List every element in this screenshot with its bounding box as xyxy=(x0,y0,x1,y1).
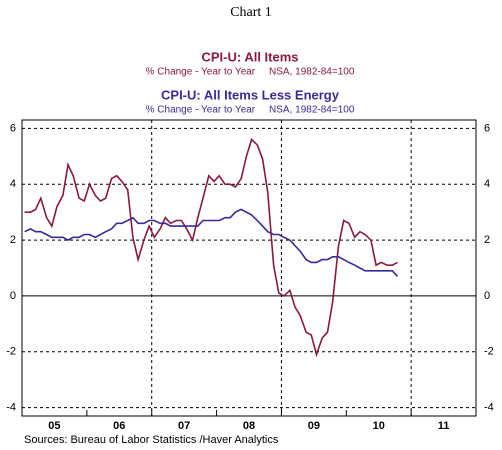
y2-tick-label: 4 xyxy=(484,178,490,190)
x-tick-label: 06 xyxy=(113,420,125,432)
series-line xyxy=(24,138,398,358)
x-tick-label: 07 xyxy=(178,420,190,432)
y-tick-label: 6 xyxy=(10,122,16,134)
y-tick-label: -4 xyxy=(6,402,16,414)
plot-frame xyxy=(21,119,477,417)
source: Sources: Bureau of Labor Statistics /Hav… xyxy=(24,434,279,446)
series-title: CPI-U: All Items Less Energy xyxy=(161,87,340,102)
y-tick-label: 0 xyxy=(10,290,16,302)
x-tick-label: 11 xyxy=(438,420,450,432)
y-tick-label: 4 xyxy=(10,178,16,190)
series-subtitle: % Change - Year to Year NSA, 1982-84=100 xyxy=(146,67,355,78)
y2-tick-label: -2 xyxy=(484,346,494,358)
x-tick-label: 09 xyxy=(308,420,320,432)
y2-tick-label: 2 xyxy=(484,234,490,246)
y-tick-label: -2 xyxy=(6,346,16,358)
y-tick-label: 2 xyxy=(10,234,16,246)
x-tick-label: 08 xyxy=(243,420,255,432)
chart-title: Chart 1 xyxy=(230,5,272,20)
series-subtitle: % Change - Year to Year NSA, 1982-84=100 xyxy=(146,105,355,116)
y2-tick-label: 6 xyxy=(484,122,490,134)
series-line xyxy=(24,208,399,277)
x-tick-label: 10 xyxy=(373,420,385,432)
series-title: CPI-U: All Items xyxy=(201,49,298,64)
y2-tick-label: 0 xyxy=(484,290,490,302)
x-tick-label: 05 xyxy=(48,420,60,432)
y2-tick-label: -4 xyxy=(484,402,494,414)
